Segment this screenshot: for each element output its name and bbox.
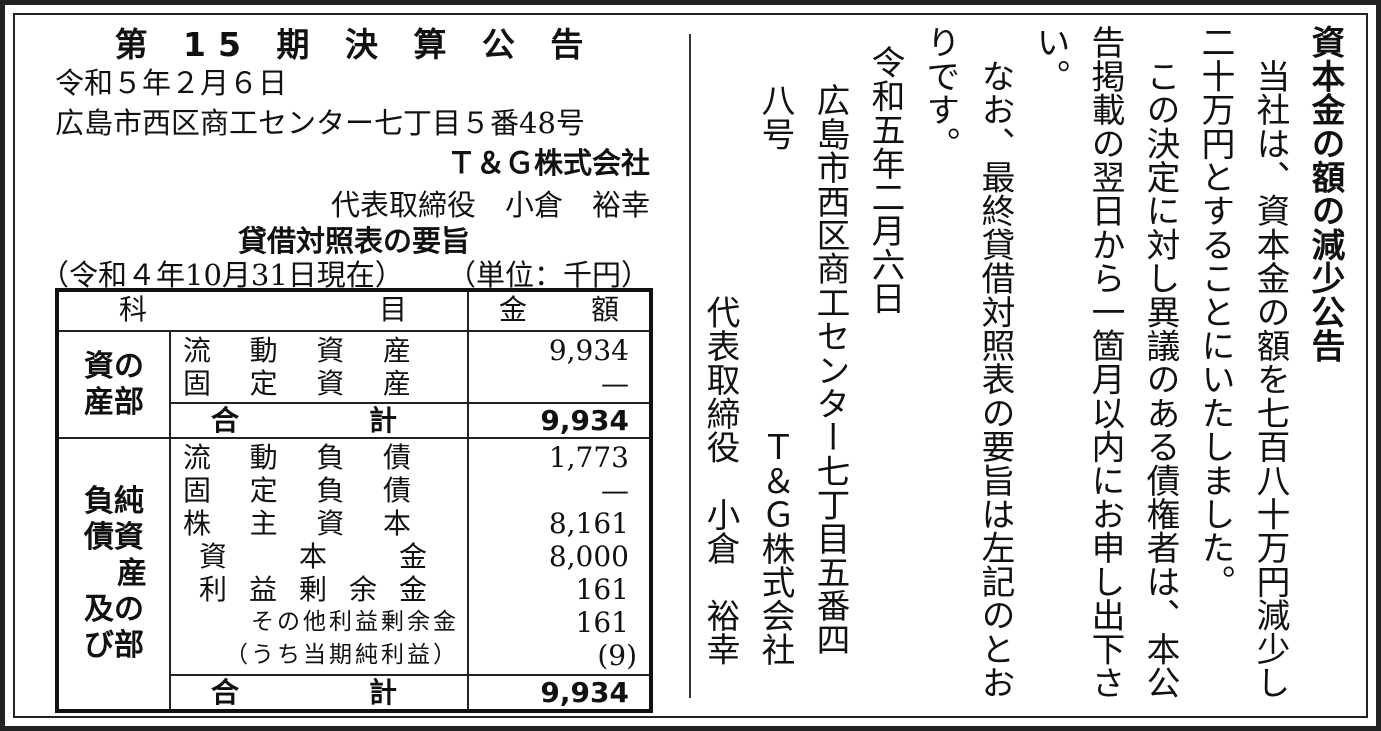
liab-section-label-3: 産 [117,556,147,591]
line-item-label: 利益剰余金 [171,573,467,606]
line-item-char: 債 [382,474,411,507]
notice-body-line-7: りです。 [921,25,960,160]
assets-section-label-2: 産部 [84,384,144,420]
table-header: 科目 金額 [56,289,652,332]
notice-body-line-3: この決定に対し異議のある債権者は、本公 [1141,25,1180,699]
assets-total-label-b: 計 [368,404,397,437]
notice-body-line-6: なお、最終貸借対照表の要旨は左記のとお [976,25,1015,699]
liab-section-label-5: び部 [84,628,144,663]
line-item-char: 主 [249,507,278,540]
balance-sheet-as-of: （令和４年10月31日現在） [40,258,404,292]
notice-representative: 代表取締役 小倉 裕幸 [701,295,740,666]
line-item-char: 資 [199,540,228,573]
line-item-char: 負 [316,441,345,474]
line-item-value: 161 [575,573,629,606]
notice-date: 令和五年二月六日 [866,45,905,315]
header-item-a: 科 [119,293,148,326]
assets-rows: 資の 産部 流動資産固定資産 9,934— [56,330,652,439]
line-item-char: 金 [398,540,427,573]
line-item-char: その他利益剰余金 [251,609,459,635]
header-item-b: 目 [378,293,407,326]
inner-border [13,13,1368,718]
line-item-char: 固 [183,474,212,507]
line-item-value: 8,000 [548,540,629,573]
liabilities-total-row: 合 計 9,934 [57,674,652,712]
line-item-char: 動 [249,334,278,367]
line-item-char: 本 [298,540,327,573]
liab-total-label-a: 合 [211,676,240,709]
line-item-char: 流 [183,334,212,367]
settlement-date: 令和５年２月６日 [55,66,288,100]
line-item-label: 流動資産 [171,334,467,367]
line-item-value: 9,934 [548,334,629,367]
line-item-char: 負 [316,474,345,507]
line-item-char: 金 [398,573,427,606]
column-divider [689,34,691,698]
line-item-label: その他利益剰余金 [171,606,467,639]
notice-title: 資本金の額の減少公告 [1306,25,1345,362]
line-item-value: 1,773 [548,441,629,474]
balance-sheet-unit: （単位：千円） [446,258,650,292]
line-item-label: 流動負債 [171,441,467,474]
line-item-char: （うち当期純利益） [225,642,459,668]
line-item-value: — [601,367,629,400]
line-item-char: 流 [183,441,212,474]
line-item-label: 固定負債 [171,474,467,507]
notice-address-1: 広島市西区商工センター七丁目五番四 [811,83,850,656]
settlement-company: Ｔ＆Ｇ株式会社 [446,146,650,180]
settlement-address: 広島市西区商工センター七丁目５番48号 [55,106,585,140]
header-amount-a: 金 [499,293,528,326]
liab-total-value: 9,934 [540,676,629,709]
line-item-char: 資 [316,367,345,400]
line-item-char: 本 [382,507,411,540]
liab-section-label-1: 負純 [84,484,144,519]
balance-sheet-table: 科目 金額 資の 産部 流動資産固定資産 9,934— 合計 9,934 負純 … [55,288,653,713]
notice-body-line-2: 二十万円とすることにいたしました。 [1196,25,1235,598]
line-item-char: 余 [348,573,377,606]
settlement-title: 第 15 期 決 算 公 告 [114,25,596,64]
notice-company: Ｔ＆Ｇ株式会社 [756,430,795,666]
assets-total-value: 9,934 [540,404,629,437]
assets-total-label-a: 合 [211,404,240,437]
line-item-char: 資 [316,507,345,540]
assets-total-row: 合 計 9,934 [57,402,652,439]
line-item-label: （うち当期純利益） [171,639,467,672]
line-item-value: — [601,474,629,507]
line-item-value: 8,161 [548,507,629,540]
line-item-char: 資 [316,334,345,367]
line-item-label: 固定資産 [171,367,467,400]
balance-sheet-title: 貸借対照表の要旨 [237,224,470,258]
line-item-char: 産 [382,334,411,367]
line-item-char: 益 [248,573,277,606]
line-item-char: 債 [382,441,411,474]
line-item-label: 株主資本 [171,507,467,540]
line-item-char: 定 [249,474,278,507]
line-item-char: 動 [249,441,278,474]
notice-body-line-5: い。 [1031,25,1070,93]
liabilities-rows: 負純 債資 産 及の び部 流動負債固定負債株主資本資本金利益剰余金その他利益剰… [56,437,652,712]
notice-address-2: 八号 [756,83,795,151]
line-item-value: 161 [575,606,629,639]
liab-section-label-4: 及の [84,592,144,627]
line-item-value: (9) [597,639,637,672]
line-item-char: 株 [183,507,212,540]
liab-total-label-b: 計 [368,676,397,709]
line-item-char: 定 [249,367,278,400]
header-amount-b: 額 [590,293,619,326]
line-item-char: 固 [183,367,212,400]
line-item-char: 産 [382,367,411,400]
assets-section-label-1: 資の [84,348,144,384]
notice-body-line-1: 当社は、資本金の額を七百八十万円減少し [1251,25,1290,699]
line-item-char: 利 [199,573,228,606]
line-item-label: 資本金 [171,540,467,573]
line-item-char: 剰 [298,573,327,606]
settlement-representative: 代表取締役 小倉 裕幸 [330,188,650,222]
liab-section-label-2: 債資 [84,520,144,555]
notice-body-line-4: 告掲載の翌日から一箇月以内にお申し出下さ [1086,25,1125,699]
